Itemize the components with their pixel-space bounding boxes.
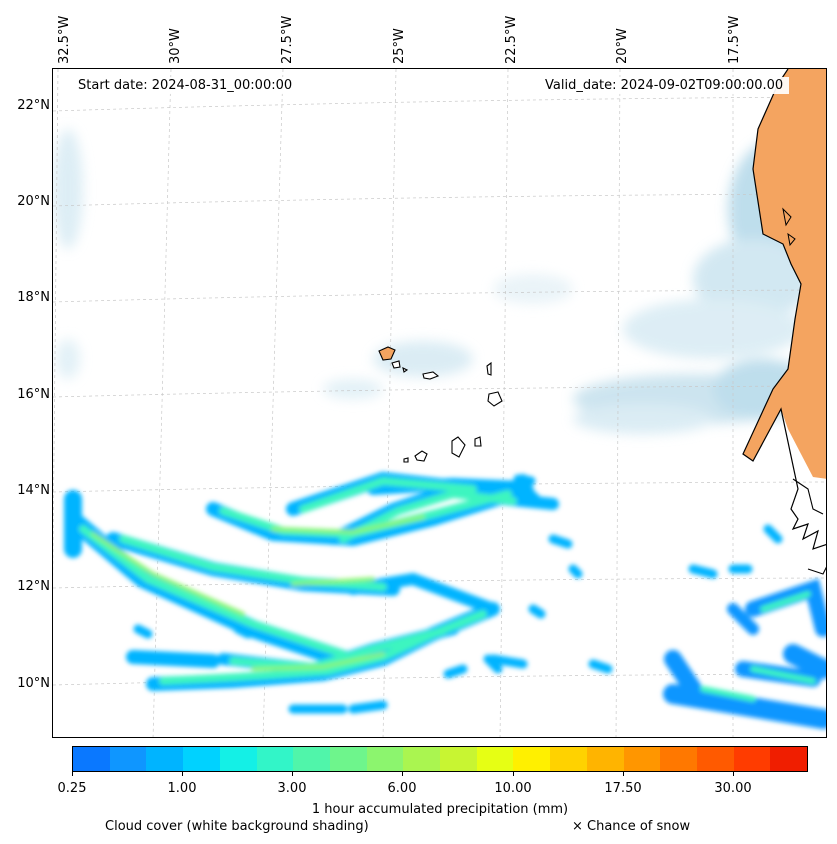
colorbar-tickmark — [182, 772, 183, 776]
colorbar-tick-1: 0.25 — [57, 781, 87, 796]
colorbar-tickmark — [292, 772, 293, 776]
colorbar-cell — [293, 747, 330, 771]
snow-legend-note: × Chance of snow — [572, 819, 691, 834]
lat-label-5: 14°N — [17, 483, 50, 498]
colorbar-cell — [73, 747, 110, 771]
colorbar-cell — [770, 747, 808, 771]
colorbar-tick-4: 6.00 — [387, 781, 417, 796]
lon-label-6: 20°W — [615, 28, 630, 64]
lon-label-1: 32.5°W — [57, 15, 72, 64]
colorbar-title: 1 hour accumulated precipitation (mm) — [311, 802, 569, 817]
colorbar-cell — [403, 747, 441, 771]
colorbar-cell — [219, 747, 257, 771]
colorbar-cell — [440, 747, 477, 771]
colorbar-cell — [660, 747, 697, 771]
colorbar-cell — [329, 747, 367, 771]
colorbar-cell — [550, 747, 587, 771]
colorbar-cell — [366, 747, 404, 771]
precipitation-shading — [64, 471, 826, 729]
lon-label-7: 17.5°W — [727, 15, 742, 64]
map-frame — [52, 68, 827, 738]
colorbar-tick-6: 17.50 — [604, 781, 642, 796]
colorbar-tickmark — [402, 772, 403, 776]
colorbar-tickmark — [623, 772, 624, 776]
lat-label-2: 20°N — [17, 194, 50, 209]
lon-label-5: 22.5°W — [504, 15, 519, 64]
colorbar-cell — [586, 747, 624, 771]
colorbar-cell — [183, 747, 220, 771]
lon-label-4: 25°W — [392, 28, 407, 64]
lat-label-4: 16°N — [17, 387, 50, 402]
colorbar-cell — [623, 747, 661, 771]
colorbar-cell — [513, 747, 551, 771]
colorbar-cell — [733, 747, 771, 771]
cloud-cover-note: Cloud cover (white background shading) — [105, 819, 369, 834]
lat-label-7: 10°N — [17, 676, 50, 691]
colorbar-tick-7: 30.00 — [714, 781, 752, 796]
coastline — [742, 69, 826, 550]
colorbar-tick-5: 10.00 — [494, 781, 532, 796]
start-date-label: Start date: 2024-08-31_00:00:00 — [72, 77, 299, 94]
precipitation-colorbar — [72, 746, 808, 772]
colorbar-cell — [476, 747, 514, 771]
colorbar-cell — [146, 747, 184, 771]
colorbar-cell — [256, 747, 294, 771]
cape-verde-islands — [378, 346, 503, 463]
lat-label-1: 22°N — [17, 98, 50, 113]
colorbar-tickmark — [513, 772, 514, 776]
valid-date-label: Valid_date: 2024-09-02T09:00:00.00 — [539, 77, 790, 94]
colorbar-cell — [696, 747, 734, 771]
lon-label-2: 30°W — [168, 28, 183, 64]
lat-label-6: 12°N — [17, 579, 50, 594]
land-area — [743, 69, 826, 479]
colorbar-tickmark — [733, 772, 734, 776]
colorbar-tickmark — [72, 772, 73, 776]
colorbar-tick-3: 3.00 — [277, 781, 307, 796]
colorbar-cell — [109, 747, 147, 771]
lat-label-3: 18°N — [17, 290, 50, 305]
map-canvas — [53, 69, 826, 737]
african-coast — [742, 69, 826, 575]
colorbar-tick-2: 1.00 — [167, 781, 197, 796]
lon-label-3: 27.5°W — [280, 15, 295, 64]
cloud-cover-shading — [53, 129, 826, 434]
